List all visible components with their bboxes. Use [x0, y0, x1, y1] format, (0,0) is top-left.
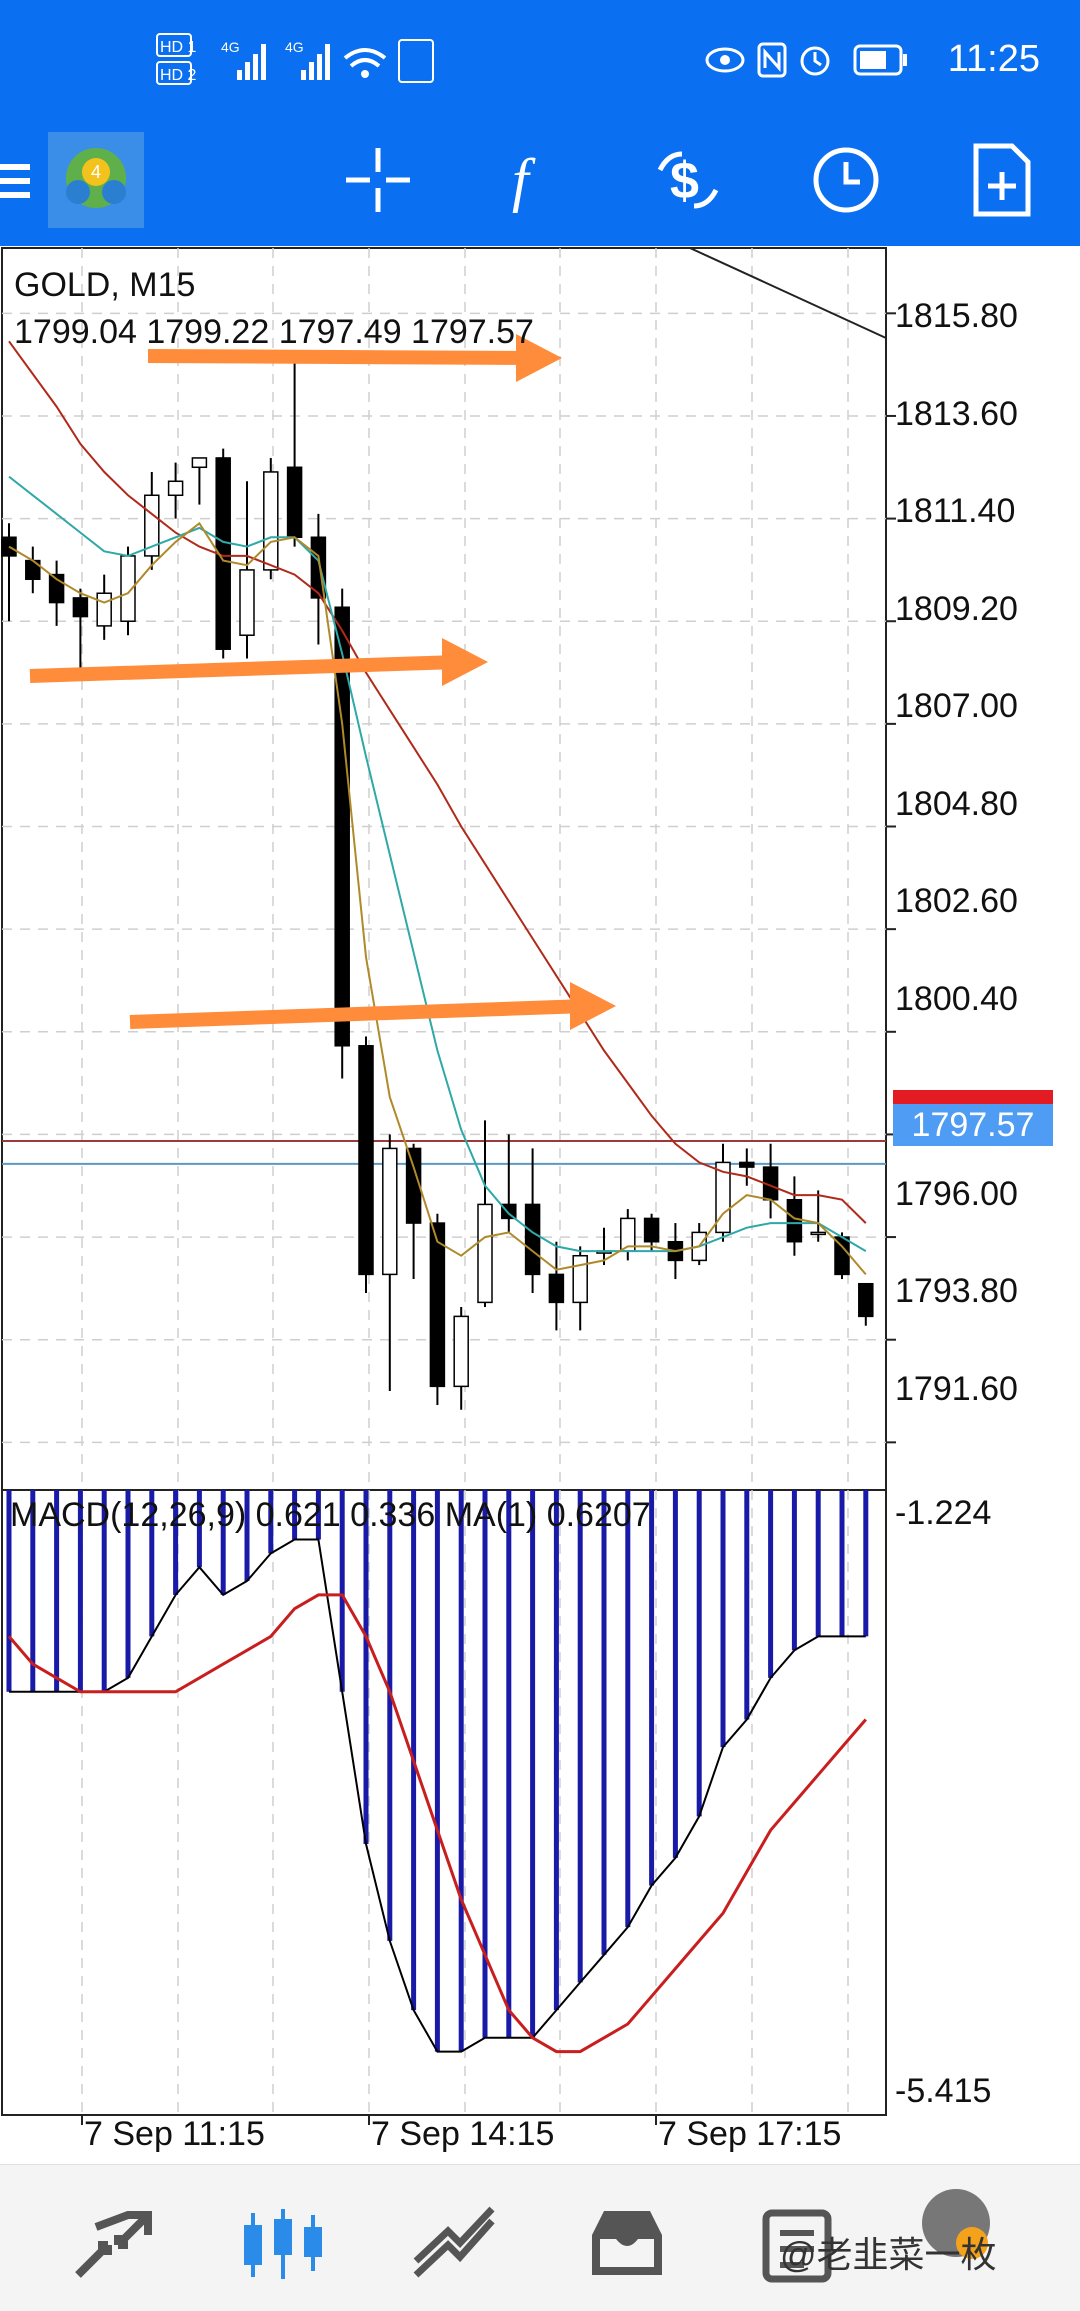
clock: 11:25: [947, 38, 1040, 80]
svg-text:$: $: [670, 152, 699, 210]
bear-candle: [72, 597, 89, 618]
crosshair-icon[interactable]: [338, 140, 418, 220]
price-tick: 1815.80: [895, 297, 1018, 335]
chart-ohlc: 1799.04 1799.22 1797.49 1797.57: [14, 313, 534, 351]
price-tick: 1807.00: [895, 687, 1018, 725]
time-tick: 7 Sep 14:15: [371, 2115, 555, 2153]
bull-candle: [191, 457, 208, 469]
bear-candle: [739, 1161, 755, 1168]
macd-label: MACD(12,26,9) 0.621 0.336 MA(1) 0.6207: [10, 1496, 651, 1534]
bull-candle: [572, 1254, 588, 1304]
annotation-arrow: [29, 655, 459, 683]
price-tick: 1800.40: [895, 980, 1018, 1018]
time-tick: 7 Sep 11:15: [84, 2115, 265, 2153]
bull-candle: [715, 1161, 731, 1234]
bull-candle: [453, 1315, 469, 1388]
signal-icons: HD 1 HD 2 4G 4G: [156, 33, 434, 85]
indicators-icon[interactable]: f: [492, 140, 572, 220]
price-tick: 1811.40: [895, 492, 1016, 530]
bear-candle: [524, 1203, 541, 1276]
system-icons: [705, 42, 907, 78]
bear-candle: [786, 1198, 803, 1243]
price-tick: 1796.00: [895, 1175, 1018, 1213]
time-tick: 7 Sep 17:15: [658, 2115, 842, 2153]
price-tick: 1809.20: [895, 590, 1018, 628]
bull-candle: [167, 480, 184, 497]
price-tick: 1813.60: [895, 395, 1018, 433]
ma-slow-line: [8, 340, 867, 1224]
bear-candle: [286, 466, 303, 539]
trade-icon[interactable]: [408, 2205, 498, 2285]
macd-tick: -1.224: [895, 1494, 992, 1532]
bear-candle: [358, 1045, 374, 1276]
chart-area[interactable]: [0, 246, 1080, 2164]
bottom-nav: [0, 2164, 1080, 2311]
svg-text:HD 1: HD 1: [160, 39, 197, 56]
annotation-arrowhead: [442, 638, 488, 686]
avatar[interactable]: [920, 2187, 992, 2259]
svg-text:f: f: [512, 147, 536, 213]
watermark: @老韭菜一枚: [780, 2234, 997, 2275]
metatrader-logo[interactable]: 4: [48, 132, 144, 228]
app-toolbar: 4 f $: [0, 118, 1080, 246]
trendline: [689, 247, 887, 339]
price-tick: 1793.80: [895, 1272, 1018, 1310]
svg-text:HD 2: HD 2: [160, 67, 197, 84]
messages-icon[interactable]: [756, 2205, 846, 2285]
svg-text:4G: 4G: [285, 39, 304, 55]
bull-candle: [477, 1203, 493, 1304]
bear-candle: [858, 1282, 874, 1318]
bear-candle: [1, 536, 17, 557]
macd-signal-line: [7, 1593, 867, 2054]
chart-icon[interactable]: [238, 2205, 328, 2285]
chart-title: GOLD, M15: [14, 266, 196, 304]
bear-candle: [405, 1147, 422, 1224]
ma-fast-line: [8, 521, 867, 1276]
annotation-arrowhead: [516, 334, 562, 382]
bear-candle: [548, 1273, 565, 1304]
bull-candle: [239, 569, 255, 636]
bear-candle: [429, 1222, 446, 1388]
chart-frame: [1, 247, 887, 2116]
price-tick: 1802.60: [895, 882, 1018, 920]
bid-price-tag: 1797.57: [893, 1104, 1053, 1146]
bear-candle: [501, 1203, 517, 1220]
annotation-arrow: [129, 999, 587, 1029]
svg-text:4G: 4G: [221, 39, 240, 55]
svg-text:4: 4: [91, 162, 101, 182]
annotation-arrow: [147, 349, 533, 365]
bear-candle: [334, 606, 350, 1047]
ma-mid-line: [8, 475, 867, 1253]
bull-candle: [382, 1147, 398, 1276]
price-chart[interactable]: [0, 246, 1080, 2164]
bull-candle: [263, 471, 279, 571]
quotes-icon[interactable]: [68, 2205, 158, 2285]
bull-candle: [810, 1231, 826, 1236]
symbol-icon[interactable]: $: [648, 140, 728, 220]
timeframe-icon[interactable]: [806, 140, 886, 220]
bear-candle: [643, 1217, 660, 1243]
template-icon[interactable]: [962, 140, 1042, 220]
menu-icon[interactable]: [0, 140, 40, 220]
price-tick: 1804.80: [895, 785, 1018, 823]
macd-tick: -5.415: [895, 2072, 992, 2110]
bull-candle: [96, 592, 112, 627]
macd-line: [9, 1538, 866, 2053]
price-tick: 1791.60: [895, 1370, 1018, 1408]
history-icon[interactable]: [582, 2205, 672, 2285]
status-bar: HD 1 HD 2 4G 4G 11:25: [0, 0, 1080, 118]
annotation-arrowhead: [570, 982, 616, 1030]
